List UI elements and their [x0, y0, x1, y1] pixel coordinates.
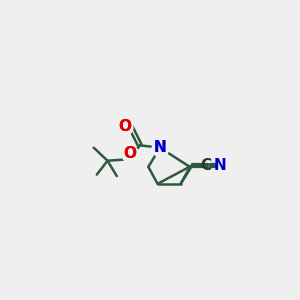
- Text: O: O: [118, 119, 131, 134]
- Text: C: C: [200, 158, 212, 173]
- Text: O: O: [123, 146, 136, 161]
- Text: N: N: [154, 140, 166, 155]
- Text: N: N: [154, 140, 166, 155]
- Text: N: N: [214, 158, 226, 173]
- Text: O: O: [123, 146, 136, 161]
- Text: O: O: [118, 119, 131, 134]
